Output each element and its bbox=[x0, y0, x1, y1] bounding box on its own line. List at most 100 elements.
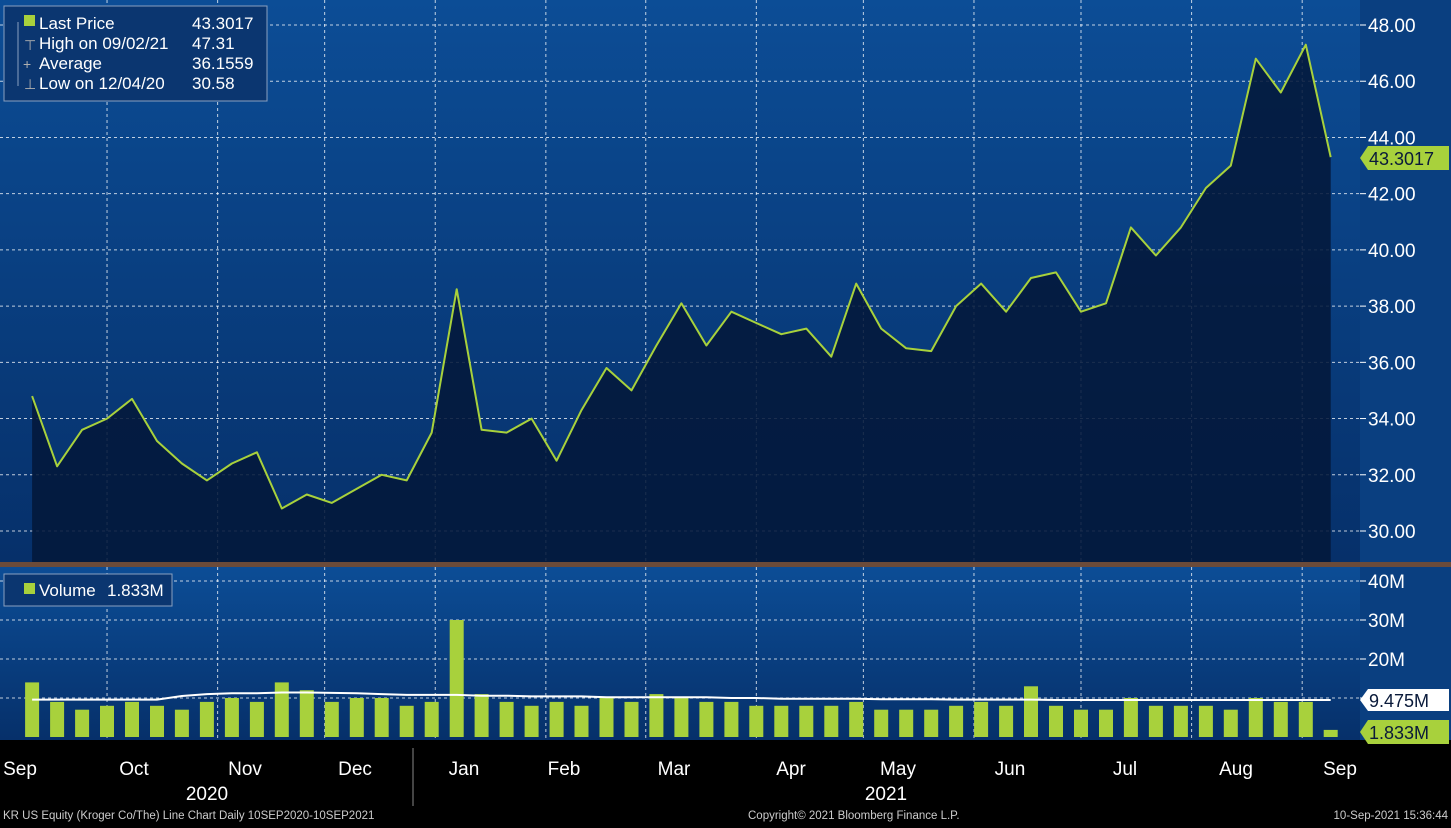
volume-bar-21 bbox=[550, 702, 564, 737]
price-tick-5: 40.00 bbox=[1368, 241, 1416, 262]
month-label-1: Oct bbox=[119, 759, 149, 780]
volume-bar-43 bbox=[1099, 710, 1113, 737]
month-label-6: Mar bbox=[658, 759, 691, 780]
volume-bar-28 bbox=[724, 702, 738, 737]
volume-bar-39 bbox=[999, 706, 1013, 737]
legend-value-last: 43.3017 bbox=[192, 14, 253, 33]
volume-bar-18 bbox=[475, 694, 489, 737]
volume-bar-19 bbox=[500, 702, 514, 737]
month-label-4: Jan bbox=[449, 759, 480, 780]
volume-bar-23 bbox=[600, 698, 614, 737]
price-tick-3: 36.00 bbox=[1368, 353, 1416, 374]
price-tick-2: 34.00 bbox=[1368, 410, 1416, 431]
month-label-3: Dec bbox=[338, 759, 372, 780]
volume-bar-52 bbox=[1324, 730, 1338, 737]
volume-bar-14 bbox=[375, 698, 389, 737]
volume-legend: Volume 1.833M bbox=[4, 574, 172, 606]
high-marker-icon: ⊤ bbox=[24, 37, 36, 53]
volume-bar-45 bbox=[1149, 706, 1163, 737]
volume-tick-3: 40M bbox=[1368, 572, 1405, 593]
volume-bar-16 bbox=[425, 702, 439, 737]
volume-bar-32 bbox=[824, 706, 838, 737]
volume-bar-9 bbox=[250, 702, 264, 737]
volume-bar-25 bbox=[649, 694, 663, 737]
volume-bar-13 bbox=[350, 698, 364, 737]
volume-bar-34 bbox=[874, 710, 888, 737]
volume-legend-value: 1.833M bbox=[107, 581, 164, 600]
average-marker-icon: + bbox=[23, 56, 31, 72]
volume-bar-26 bbox=[674, 698, 688, 737]
volume-bar-46 bbox=[1174, 706, 1188, 737]
month-label-8: May bbox=[880, 759, 916, 780]
footer-right: 10-Sep-2021 15:36:44 bbox=[1334, 810, 1449, 822]
price-tick-9: 48.00 bbox=[1368, 16, 1416, 37]
volume-bar-15 bbox=[400, 706, 414, 737]
price-legend: ⊤ + ⊥ Last Price 43.3017 High on 09/02/2… bbox=[4, 6, 267, 101]
last-price-tag-text: 43.3017 bbox=[1369, 149, 1434, 169]
volume-bar-4 bbox=[125, 702, 139, 737]
volume-legend-label: Volume bbox=[39, 581, 96, 600]
legend-value-high: 47.31 bbox=[192, 34, 235, 53]
volume-tick-2: 30M bbox=[1368, 611, 1405, 632]
volume-last-tag: 1.833M bbox=[1360, 720, 1449, 744]
volume-bar-22 bbox=[575, 706, 589, 737]
volume-bar-20 bbox=[525, 706, 539, 737]
footer-left: KR US Equity (Kroger Co/The) Line Chart … bbox=[3, 810, 374, 822]
volume-bar-7 bbox=[200, 702, 214, 737]
month-label-2: Nov bbox=[228, 759, 262, 780]
panel-divider bbox=[0, 562, 1451, 567]
year-label-0: 2020 bbox=[186, 784, 228, 805]
month-label-7: Apr bbox=[776, 759, 806, 780]
volume-bar-5 bbox=[150, 706, 164, 737]
volume-bar-27 bbox=[699, 702, 713, 737]
year-label-1: 2021 bbox=[865, 784, 907, 805]
volume-bar-37 bbox=[949, 706, 963, 737]
month-label-10: Jul bbox=[1113, 759, 1137, 780]
volume-bar-36 bbox=[924, 710, 938, 737]
footer-center: Copyright© 2021 Bloomberg Finance L.P. bbox=[748, 810, 960, 822]
volume-bar-11 bbox=[300, 690, 314, 737]
volume-bar-24 bbox=[625, 702, 639, 737]
price-tick-6: 42.00 bbox=[1368, 185, 1416, 206]
price-tick-0: 30.00 bbox=[1368, 522, 1416, 543]
volume-bar-3 bbox=[100, 706, 114, 737]
price-tick-4: 38.00 bbox=[1368, 297, 1416, 318]
price-tick-1: 32.00 bbox=[1368, 466, 1416, 487]
price-tick-8: 46.00 bbox=[1368, 72, 1416, 93]
low-marker-icon: ⊥ bbox=[24, 76, 36, 92]
volume-bar-50 bbox=[1274, 702, 1288, 737]
legend-value-low: 30.58 bbox=[192, 74, 235, 93]
legend-label-high: High on 09/02/21 bbox=[39, 34, 169, 53]
volume-bar-48 bbox=[1224, 710, 1238, 737]
volume-avg-tag-text: 9.475M bbox=[1369, 691, 1429, 711]
volume-bar-17 bbox=[450, 620, 464, 737]
volume-avg-tag: 9.475M bbox=[1360, 689, 1449, 711]
volume-bar-35 bbox=[899, 710, 913, 737]
legend-value-average: 36.1559 bbox=[192, 54, 253, 73]
volume-tick-1: 20M bbox=[1368, 650, 1405, 671]
volume-bar-12 bbox=[325, 702, 339, 737]
volume-bar-38 bbox=[974, 702, 988, 737]
volume-bar-40 bbox=[1024, 686, 1038, 737]
volume-bar-31 bbox=[799, 706, 813, 737]
last-price-swatch bbox=[24, 15, 35, 26]
volume-bar-44 bbox=[1124, 698, 1138, 737]
volume-bar-33 bbox=[849, 702, 863, 737]
month-label-9: Jun bbox=[995, 759, 1026, 780]
last-price-tag: 43.3017 bbox=[1360, 146, 1449, 170]
month-label-5: Feb bbox=[548, 759, 581, 780]
legend-label-last: Last Price bbox=[39, 14, 115, 33]
volume-swatch bbox=[24, 583, 35, 594]
month-label-0: Sep bbox=[3, 759, 37, 780]
volume-bar-29 bbox=[749, 706, 763, 737]
volume-bar-10 bbox=[275, 682, 289, 737]
volume-bar-47 bbox=[1199, 706, 1213, 737]
legend-label-average: Average bbox=[39, 54, 102, 73]
volume-bar-8 bbox=[225, 698, 239, 737]
volume-bar-41 bbox=[1049, 706, 1063, 737]
legend-label-low: Low on 12/04/20 bbox=[39, 74, 165, 93]
month-label-11: Aug bbox=[1219, 759, 1253, 780]
volume-bar-1 bbox=[50, 702, 64, 737]
